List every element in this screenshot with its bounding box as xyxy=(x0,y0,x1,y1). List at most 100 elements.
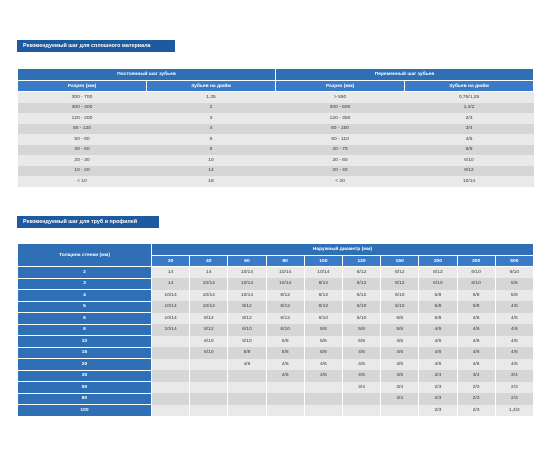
table-cell: 5/8 xyxy=(304,324,343,336)
table-cell: 80 - 150 xyxy=(275,123,405,134)
column-header: Зубьев на дюйм xyxy=(145,80,277,92)
table-cell: 8/12 xyxy=(404,165,534,176)
diameter-header: 500 xyxy=(494,255,534,267)
table-cell xyxy=(266,381,305,393)
table-cell: 10/14 xyxy=(151,301,191,313)
solid-material-pitch-table: Постоянный шаг зубьев Переменный шаг зуб… xyxy=(16,68,535,187)
table-cell xyxy=(151,404,191,416)
table-cell xyxy=(189,370,229,382)
table-row: 50 - 80 6 60 - 110 4/6 xyxy=(17,134,534,145)
diameter-header: 200 xyxy=(418,255,458,267)
table-cell: 6/10 xyxy=(380,289,420,301)
table-cell: 5/8 xyxy=(495,278,534,290)
table-cell: 5/8 xyxy=(404,144,534,155)
table-cell xyxy=(151,335,191,347)
table-cell: 6/10 xyxy=(457,266,496,278)
diameter-header: 60 xyxy=(227,255,267,267)
table-cell: 14 xyxy=(146,165,276,176)
table-cell xyxy=(380,404,420,416)
table-cell: 300 - 600 xyxy=(275,102,405,113)
table-cell: 5/8 xyxy=(266,347,305,359)
table-cell: 8/12 xyxy=(380,278,420,290)
table-cell: 20 - 40 xyxy=(275,165,405,176)
section-title-solid-material: Рекомендуемый шаг для сплошного материал… xyxy=(17,40,175,52)
table-cell: < 20 xyxy=(275,176,405,187)
table-cell: 2/3 xyxy=(404,113,534,124)
table-cell xyxy=(266,404,305,416)
table-cell: 8/12 xyxy=(227,301,267,313)
table-cell: 6/10 xyxy=(418,278,458,290)
table-cell: 4/6 xyxy=(304,370,343,382)
table-cell: 8/12 xyxy=(380,266,420,278)
table-cell: 5/8 xyxy=(380,312,420,324)
table-cell: 5/8 xyxy=(457,301,496,313)
table-cell: 4/6 xyxy=(342,370,382,382)
table-cell: 4/6 xyxy=(457,335,496,347)
table-cell: 40 - 70 xyxy=(275,144,405,155)
table-cell: 2/3 xyxy=(457,381,496,393)
table-cell: 5/8 xyxy=(342,335,382,347)
table-cell: 2/3 xyxy=(495,381,534,393)
column-header: Зубьев на дюйм xyxy=(404,80,535,92)
wall-thickness-label: 30 xyxy=(17,369,152,382)
table-cell: 3/4 xyxy=(404,123,534,134)
table-cell: 6/10 xyxy=(266,324,305,336)
wall-thickness-label: 6 xyxy=(17,312,152,325)
table-cell: 10/14 xyxy=(189,278,229,290)
wall-thickness-label: 3 xyxy=(17,277,152,290)
table-cell: 6/10 xyxy=(189,335,229,347)
table-cell: 6/10 xyxy=(457,278,496,290)
table-row: 10 6/10 6/10 5/8 5/8 5/8 4/6 4/6 4/6 4/6 xyxy=(17,335,534,348)
table-row: 4 10/14 10/14 10/14 8/12 8/12 8/12 6/10 5/8 5/8 5/… xyxy=(17,289,534,302)
table-cell: 10/14 xyxy=(227,289,267,301)
table-cell: 4/6 xyxy=(404,134,534,145)
table-cell: 6/10 xyxy=(227,324,267,336)
table-cell xyxy=(227,370,267,382)
table-row: 6 10/14 8/12 8/12 8/12 6/10 6/10 5/8 5/8 4/6 4/6 xyxy=(17,312,534,325)
table-cell: 120 - 350 xyxy=(275,113,405,124)
diameter-header: 20 xyxy=(150,255,191,267)
table-cell xyxy=(304,404,343,416)
table-cell: 1,25 xyxy=(146,91,276,103)
wall-thickness-label: 4 xyxy=(17,289,152,302)
table-cell: 10/14 xyxy=(189,301,229,313)
table-cell: 5/8 xyxy=(495,289,534,301)
table-cell: 10/14 xyxy=(151,324,191,336)
table-cell: 4/6 xyxy=(380,358,420,370)
table-cell: 14 xyxy=(151,278,191,290)
table-cell: 4/6 xyxy=(495,358,534,370)
column-header: Разрез (мм) xyxy=(17,80,147,92)
table-cell: 10/14 xyxy=(227,266,267,278)
table-cell: 4/6 xyxy=(457,312,496,324)
table-cell: 8/12 xyxy=(418,266,458,278)
table-cell: 4/6 xyxy=(495,324,534,336)
table-row: 100 2/3 2/3 1,4/2 xyxy=(17,404,534,417)
table-cell: 5/8 xyxy=(266,335,305,347)
table-cell: 2/3 xyxy=(457,404,496,416)
table-cell: 2/3 xyxy=(418,404,458,416)
table-row: < 10 18 < 20 10/14 xyxy=(17,176,534,187)
table-cell: 5/8 xyxy=(304,347,343,359)
table-group-header-row: Постоянный шаг зубьев Переменный шаг зуб… xyxy=(16,68,535,81)
table-cell: 5/8 xyxy=(418,312,458,324)
table-group-header-row: Толщина стенки (мм) Наружный диаметр (мм… xyxy=(17,243,534,267)
table-cell xyxy=(342,404,382,416)
table-cell: 4/6 xyxy=(495,335,534,347)
table-cell: 4/6 xyxy=(342,347,382,359)
diameter-header: 80 xyxy=(265,255,305,267)
table-row: 50 3/4 3/4 2/3 2/3 2/3 xyxy=(17,381,534,394)
table-cell xyxy=(189,393,229,405)
table-cell: 6/10 xyxy=(380,301,420,313)
table-cell: 4/6 xyxy=(342,358,382,370)
table-row: 300 - 700 1,25 > 550 0,75/1,25 xyxy=(17,91,534,103)
diameter-header: 100 xyxy=(303,255,343,267)
table-row: 10 - 20 14 20 - 40 8/12 xyxy=(17,165,534,176)
table-cell xyxy=(189,404,229,416)
table-cell: 2/3 xyxy=(418,393,458,405)
table-cell: 8/12 xyxy=(266,312,305,324)
table-cell: 4/6 xyxy=(418,347,458,359)
table-cell: 4/6 xyxy=(304,358,343,370)
table-cell xyxy=(227,381,267,393)
table-row: 120 - 200 3 120 - 350 2/3 xyxy=(17,113,534,124)
table-row: 5 10/14 10/14 8/12 8/12 8/12 6/10 6/10 5/8 5/8 4/6 xyxy=(17,300,534,313)
